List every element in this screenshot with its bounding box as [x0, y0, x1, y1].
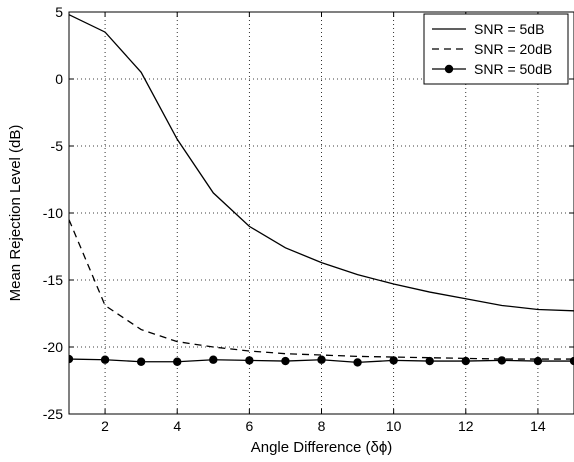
x-tick-label: 10 — [386, 418, 402, 434]
series-3-marker — [425, 356, 434, 366]
legend-entry-3: SNR = 50dB — [474, 61, 552, 77]
x-tick-label: 12 — [458, 418, 474, 434]
series-3-marker — [353, 358, 362, 367]
y-tick-label: -15 — [43, 272, 63, 288]
legend-entry-1: SNR = 5dB — [474, 21, 544, 37]
x-tick-label: 14 — [530, 418, 546, 434]
legend: SNR = 5dB SNR = 20dB SNR = 50dB — [423, 13, 569, 85]
grid-lines — [69, 12, 574, 414]
x-axis-label: Angle Difference (δϕ) — [251, 439, 393, 456]
series-line-1 — [69, 14, 574, 312]
series-3-marker — [533, 356, 543, 366]
series-3-marker — [569, 356, 574, 366]
y-tick-label: 0 — [55, 71, 63, 87]
series-3-marker — [245, 356, 254, 365]
series-3-marker — [69, 354, 74, 364]
series-3-marker — [173, 357, 182, 366]
series-line-2 — [69, 219, 574, 360]
series-3-marker — [281, 356, 290, 366]
series-layer — [69, 14, 574, 367]
axis-ticks: 2 4 6 8 10 12 14 5 0 -5 -10 -15 -20 -25 — [43, 4, 574, 434]
y-tick-label: -25 — [43, 406, 63, 422]
legend-marker — [444, 64, 454, 74]
y-tick-label: -5 — [51, 138, 64, 154]
series-3-marker — [389, 356, 398, 365]
y-tick-label: -20 — [43, 339, 63, 355]
series-3-marker — [100, 355, 110, 364]
series-3-marker — [461, 356, 470, 366]
series-3-marker — [209, 355, 218, 364]
x-tick-label: 6 — [245, 418, 253, 434]
x-tick-label: 8 — [318, 418, 326, 434]
x-tick-label: 2 — [101, 418, 109, 434]
legend-entry-2: SNR = 20dB — [474, 41, 552, 57]
x-tick-label: 4 — [173, 418, 181, 434]
y-tick-label: -10 — [43, 205, 63, 221]
series-3-marker — [497, 356, 507, 365]
series-3-marker — [317, 355, 326, 364]
y-axis-label: Mean Rejection Level (dB) — [7, 125, 24, 302]
y-tick-label: 5 — [55, 4, 63, 20]
series-3-marker — [136, 357, 146, 366]
